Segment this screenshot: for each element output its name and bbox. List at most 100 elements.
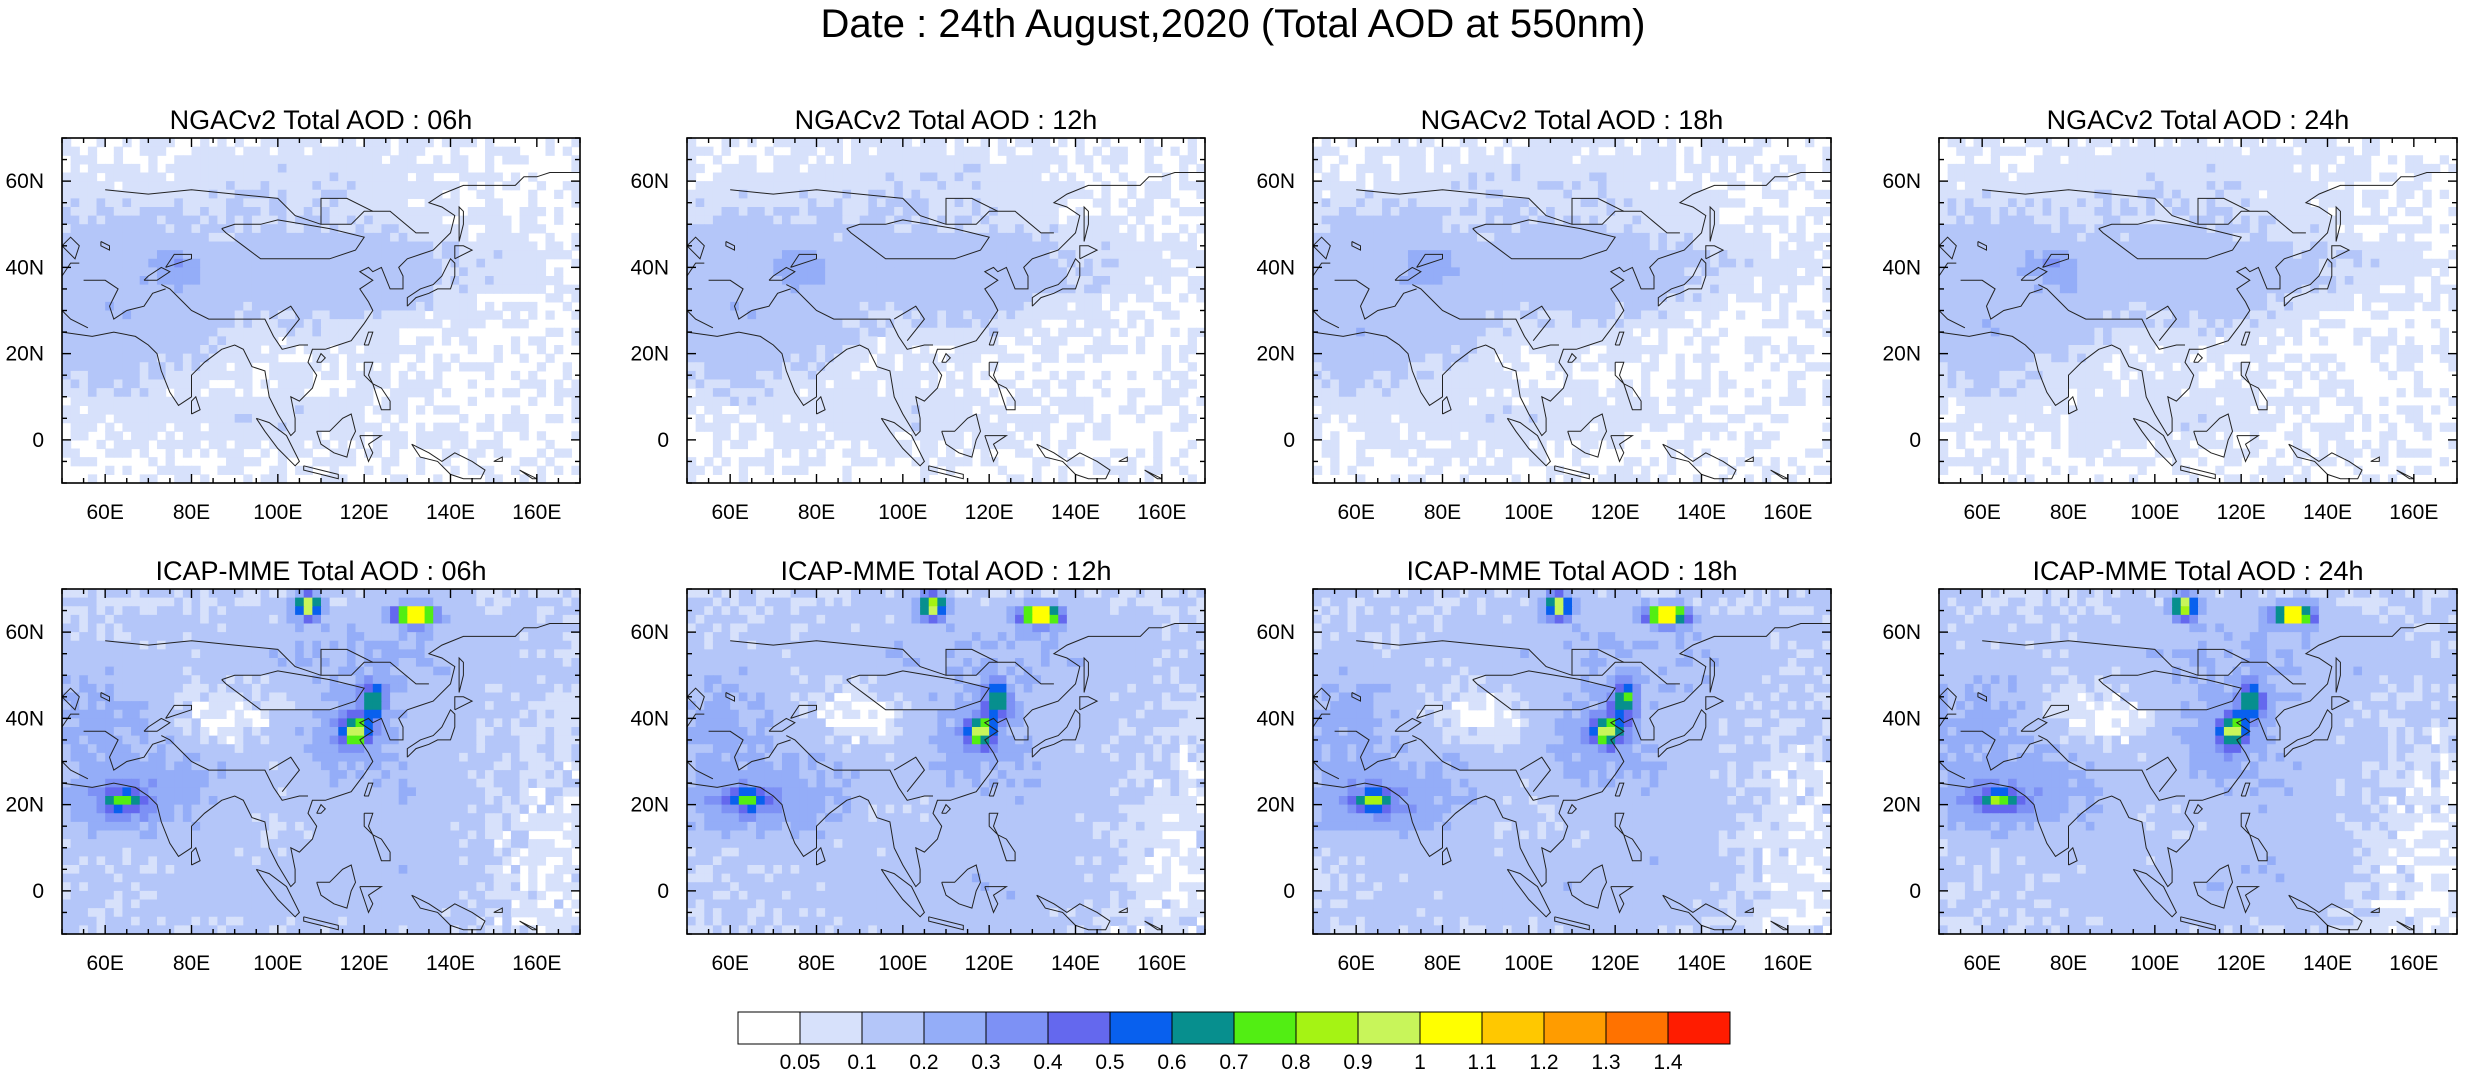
lon-tick-label: 60E bbox=[1337, 501, 1374, 524]
lon-tick-label: 120E bbox=[1591, 501, 1640, 524]
lon-tick-label: 100E bbox=[1504, 501, 1553, 524]
lon-tick-label: 140E bbox=[1051, 501, 1100, 524]
lat-tick-label: 60N bbox=[630, 170, 669, 193]
lon-tick-label: 80E bbox=[1424, 952, 1461, 975]
lat-tick-label: 0 bbox=[1283, 429, 1295, 452]
lat-tick-label: 40N bbox=[1256, 256, 1295, 279]
lat-tick-label: 60N bbox=[1256, 170, 1295, 193]
lon-tick-label: 120E bbox=[340, 501, 389, 524]
colorbar-swatch bbox=[1110, 1012, 1172, 1044]
colorbar-swatch bbox=[1234, 1012, 1296, 1044]
lat-tick-label: 60N bbox=[1256, 621, 1295, 644]
lon-tick-label: 60E bbox=[711, 952, 748, 975]
colorbar-tick-label: 0.2 bbox=[909, 1051, 938, 1073]
colorbar-swatch bbox=[924, 1012, 986, 1044]
lon-tick-label: 120E bbox=[1591, 952, 1640, 975]
lon-tick-label: 80E bbox=[173, 952, 210, 975]
figure-title: Date : 24th August,2020 (Total AOD at 55… bbox=[0, 2, 2466, 46]
colorbar-swatch bbox=[800, 1012, 862, 1044]
lat-tick-label: 40N bbox=[1256, 707, 1295, 730]
lon-tick-label: 60E bbox=[1337, 952, 1374, 975]
colorbar-tick-label: 0.4 bbox=[1033, 1051, 1063, 1073]
colorbar-tick-label: 0.3 bbox=[971, 1051, 1000, 1073]
lat-tick-label: 60N bbox=[1882, 621, 1921, 644]
colorbar-swatch bbox=[986, 1012, 1048, 1044]
lon-tick-label: 160E bbox=[512, 501, 561, 524]
colorbar-tick-label: 0.5 bbox=[1095, 1051, 1124, 1073]
lon-tick-label: 80E bbox=[798, 952, 835, 975]
lon-tick-label: 120E bbox=[965, 952, 1014, 975]
lon-tick-label: 160E bbox=[1137, 952, 1186, 975]
colorbar-swatch bbox=[862, 1012, 924, 1044]
lon-tick-label: 100E bbox=[253, 501, 302, 524]
lat-tick-label: 0 bbox=[32, 429, 44, 452]
lon-tick-label: 100E bbox=[2130, 501, 2179, 524]
lat-tick-label: 40N bbox=[630, 707, 669, 730]
lon-tick-label: 120E bbox=[2217, 952, 2266, 975]
lon-tick-label: 140E bbox=[426, 952, 475, 975]
lat-tick-label: 20N bbox=[1256, 343, 1295, 366]
lon-tick-label: 60E bbox=[1963, 952, 2000, 975]
colorbar-swatch bbox=[1048, 1012, 1110, 1044]
lat-tick-label: 20N bbox=[5, 343, 44, 366]
lon-tick-label: 80E bbox=[2050, 952, 2087, 975]
colorbar-tick-label: 1.3 bbox=[1591, 1051, 1620, 1073]
colorbar-tick-label: 1.4 bbox=[1653, 1051, 1683, 1073]
colorbar-swatch bbox=[1358, 1012, 1420, 1044]
lon-tick-label: 80E bbox=[798, 501, 835, 524]
lon-tick-label: 160E bbox=[512, 952, 561, 975]
lat-tick-label: 60N bbox=[5, 170, 44, 193]
lon-tick-label: 100E bbox=[878, 952, 927, 975]
lat-tick-label: 20N bbox=[1882, 343, 1921, 366]
lon-tick-label: 100E bbox=[253, 952, 302, 975]
colorbar-tick-label: 1.2 bbox=[1529, 1051, 1558, 1073]
lat-tick-label: 60N bbox=[630, 621, 669, 644]
lon-tick-label: 160E bbox=[1763, 952, 1812, 975]
colorbar-swatch bbox=[1482, 1012, 1544, 1044]
colorbar-swatch bbox=[1296, 1012, 1358, 1044]
lat-tick-label: 40N bbox=[5, 256, 44, 279]
colorbar-swatch bbox=[738, 1012, 800, 1044]
lon-tick-label: 100E bbox=[2130, 952, 2179, 975]
lat-tick-label: 0 bbox=[1909, 429, 1921, 452]
lon-tick-label: 120E bbox=[965, 501, 1014, 524]
colorbar-tick-label: 1 bbox=[1414, 1051, 1426, 1073]
lon-tick-label: 100E bbox=[878, 501, 927, 524]
lon-tick-label: 160E bbox=[2389, 501, 2438, 524]
colorbar-tick-label: 0.05 bbox=[780, 1051, 821, 1073]
colorbar-tick-label: 1.1 bbox=[1467, 1051, 1496, 1073]
lat-tick-label: 0 bbox=[1909, 880, 1921, 903]
lat-tick-label: 40N bbox=[5, 707, 44, 730]
lat-tick-label: 40N bbox=[630, 256, 669, 279]
lon-tick-label: 140E bbox=[2303, 952, 2352, 975]
lon-tick-label: 160E bbox=[1137, 501, 1186, 524]
lat-tick-label: 0 bbox=[657, 880, 669, 903]
lat-tick-label: 40N bbox=[1882, 256, 1921, 279]
colorbar-tick-label: 0.7 bbox=[1219, 1051, 1248, 1073]
lon-tick-label: 60E bbox=[86, 952, 123, 975]
lat-tick-label: 0 bbox=[32, 880, 44, 903]
lat-tick-label: 60N bbox=[5, 621, 44, 644]
colorbar-swatch bbox=[1544, 1012, 1606, 1044]
colorbar-tick-label: 0.8 bbox=[1281, 1051, 1310, 1073]
lat-tick-label: 20N bbox=[1256, 794, 1295, 817]
lon-tick-label: 140E bbox=[1051, 952, 1100, 975]
colorbar-tick-label: 0.6 bbox=[1157, 1051, 1186, 1073]
lon-tick-label: 120E bbox=[2217, 501, 2266, 524]
lon-tick-label: 80E bbox=[2050, 501, 2087, 524]
lon-tick-label: 160E bbox=[2389, 952, 2438, 975]
lat-tick-label: 40N bbox=[1882, 707, 1921, 730]
lon-tick-label: 80E bbox=[173, 501, 210, 524]
